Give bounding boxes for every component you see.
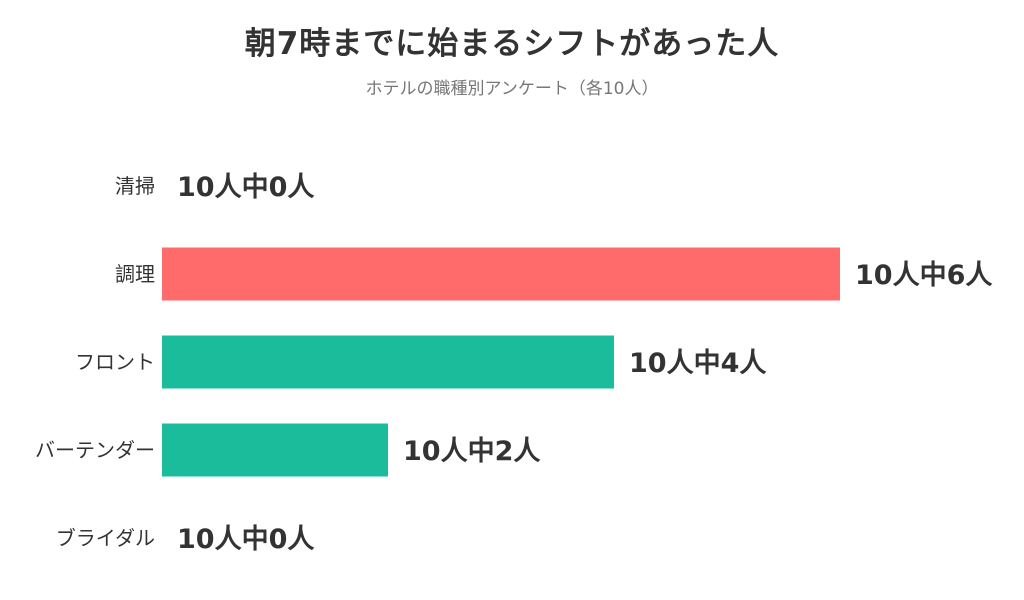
value-label: 10人中2人: [403, 436, 540, 467]
bar: [162, 247, 840, 301]
value-label: 10人中4人: [629, 348, 766, 379]
category-label: ブライダル: [56, 526, 155, 550]
chart-subtitle: ホテルの職種別アンケート（各10人）: [365, 79, 659, 99]
value-label: 10人中0人: [177, 172, 314, 203]
bar: [162, 423, 388, 477]
bar: [162, 335, 614, 389]
category-label: 調理: [115, 262, 155, 286]
category-label: フロント: [75, 350, 155, 374]
value-label: 10人中0人: [177, 524, 314, 555]
chart-title: 朝7時までに始まるシフトがあった人: [244, 26, 780, 62]
value-label: 10人中6人: [855, 260, 992, 291]
category-label: 清掃: [115, 174, 155, 198]
category-label: バーテンダー: [35, 438, 155, 462]
